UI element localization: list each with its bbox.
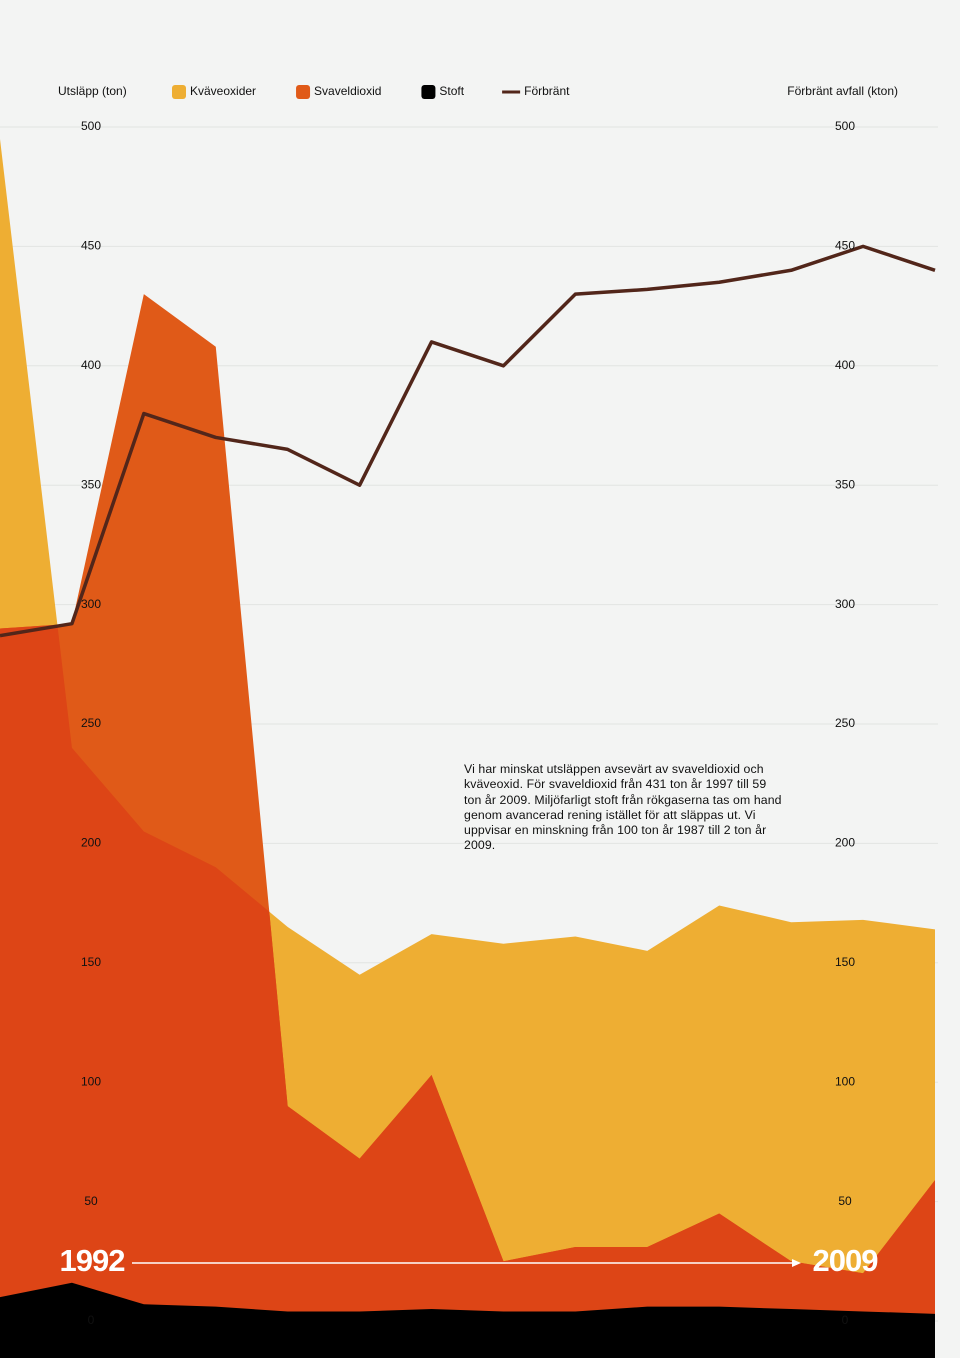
y2-tick-label: 450 <box>835 239 855 253</box>
start-year: 1992 <box>60 1243 125 1278</box>
y2-tick-label: 250 <box>835 716 855 730</box>
line <box>0 244 936 638</box>
y-tick-label: 200 <box>81 836 101 850</box>
arrow-head <box>792 1259 801 1267</box>
y-tick-label: 350 <box>81 477 101 491</box>
y-tick-label: 150 <box>81 955 101 969</box>
y-tick-label: 250 <box>81 716 101 730</box>
y2-axis-label: Förbränt avfall (kton) <box>787 84 898 98</box>
y-tick-label: 0 <box>88 1313 95 1327</box>
y2-tick-label: 50 <box>838 1194 852 1208</box>
y-tick-label: 50 <box>84 1194 98 1208</box>
y-tick-label: 500 <box>81 119 101 133</box>
y2-tick-label: 100 <box>835 1074 855 1088</box>
legend-label: Förbränt <box>524 84 570 98</box>
area <box>0 1282 935 1358</box>
legend-label: Stoft <box>439 84 464 98</box>
y-axis-label: Utsläpp (ton) <box>58 84 127 98</box>
y2-tick-label: 200 <box>835 836 855 850</box>
y-tick-label: 300 <box>81 597 101 611</box>
annotation: Vi har minskat utsläppen avsevärt av sva… <box>464 762 782 853</box>
y2-tick-label: 0 <box>842 1313 849 1327</box>
y2-tick-label: 350 <box>835 477 855 491</box>
y-tick-label: 400 <box>81 358 101 372</box>
y2-tick-label: 400 <box>835 358 855 372</box>
legend-swatch <box>172 85 186 99</box>
y2-tick-label: 300 <box>835 597 855 611</box>
legend-swatch <box>421 85 436 99</box>
y2-tick-label: 150 <box>835 955 855 969</box>
y-tick-label: 100 <box>81 1074 101 1088</box>
y2-tick-label: 500 <box>835 119 855 133</box>
legend-label: Kväveoxider <box>190 84 256 98</box>
end-year: 2009 <box>813 1243 879 1278</box>
legend-swatch <box>296 85 311 99</box>
legend-label: Svaveldioxid <box>314 84 381 98</box>
y-tick-label: 450 <box>81 239 101 253</box>
